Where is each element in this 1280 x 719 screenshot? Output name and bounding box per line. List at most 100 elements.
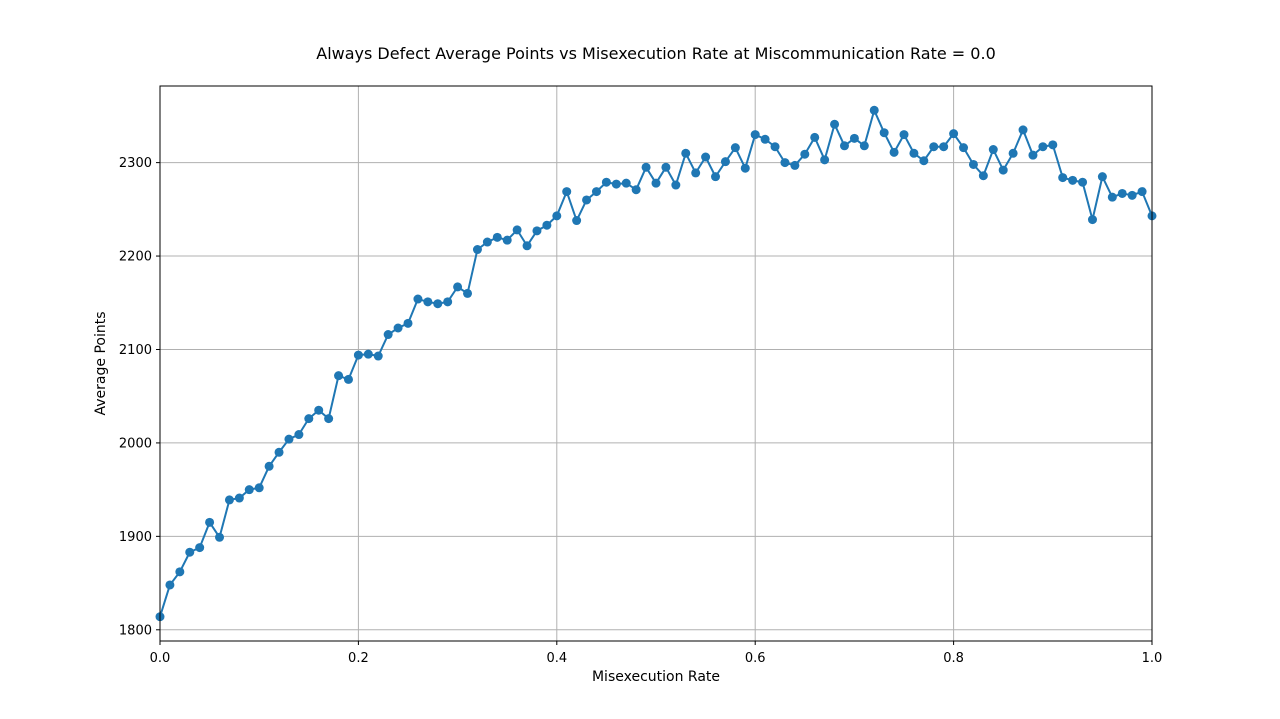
data-point: [879, 128, 889, 138]
data-point: [433, 299, 443, 309]
data-point: [740, 163, 750, 173]
data-point: [909, 148, 919, 158]
data-point: [790, 160, 800, 170]
data-point: [343, 374, 353, 384]
data-point: [572, 216, 582, 226]
data-point: [274, 447, 284, 457]
data-point: [691, 168, 701, 178]
data-point: [453, 282, 463, 292]
data-point: [492, 232, 502, 242]
data-point: [334, 371, 344, 381]
data-point: [1107, 192, 1117, 202]
data-point: [264, 461, 274, 471]
y-tick-label: 2200: [119, 250, 152, 265]
data-point: [254, 483, 264, 493]
y-tick-label: 1900: [119, 530, 152, 545]
y-tick-label: 2300: [119, 156, 152, 171]
x-tick-label: 1.0: [1142, 651, 1163, 666]
data-point: [562, 187, 572, 197]
data-point: [830, 119, 840, 129]
data-point: [869, 105, 879, 115]
data-point: [720, 157, 730, 167]
data-point: [224, 495, 234, 505]
data-point: [1058, 173, 1068, 183]
data-point: [1048, 140, 1058, 150]
data-point: [363, 349, 373, 359]
data-point: [185, 547, 195, 557]
data-point: [800, 149, 810, 159]
data-point: [472, 245, 482, 255]
data-point: [591, 187, 601, 197]
chart-title: Always Defect Average Points vs Misexecu…: [316, 44, 996, 63]
data-point: [770, 142, 780, 152]
data-point: [730, 143, 740, 153]
data-point: [611, 179, 621, 189]
data-point: [959, 143, 969, 153]
data-point: [1068, 175, 1078, 185]
data-point: [532, 226, 542, 236]
data-point: [889, 147, 899, 157]
data-point: [294, 430, 304, 440]
data-point: [988, 145, 998, 155]
data-point: [641, 162, 651, 172]
data-point: [1087, 215, 1097, 225]
data-point: [403, 318, 413, 328]
data-point: [413, 294, 423, 304]
x-tick-label: 0.6: [745, 651, 766, 666]
x-tick-label: 0.4: [546, 651, 567, 666]
data-point: [859, 141, 869, 151]
data-point: [165, 580, 175, 590]
data-point: [373, 351, 383, 361]
data-point: [582, 195, 592, 205]
data-point: [601, 177, 611, 187]
data-point: [1038, 142, 1048, 152]
data-point: [681, 148, 691, 158]
data-point: [780, 158, 790, 168]
data-point: [1078, 177, 1088, 187]
data-point: [671, 180, 681, 190]
data-point: [810, 132, 820, 142]
y-tick-label: 1800: [119, 623, 152, 638]
data-point: [542, 220, 552, 230]
data-point: [899, 130, 909, 140]
data-point: [750, 130, 760, 140]
data-point: [393, 323, 403, 333]
data-point: [324, 414, 334, 424]
data-point: [1097, 172, 1107, 182]
data-point: [968, 159, 978, 169]
data-point: [423, 297, 433, 307]
data-point: [978, 171, 988, 181]
data-point: [711, 172, 721, 182]
data-point: [443, 297, 453, 307]
data-point: [701, 152, 711, 162]
data-point: [1008, 148, 1018, 158]
data-point: [234, 493, 244, 503]
data-point: [929, 142, 939, 152]
data-point: [919, 156, 929, 166]
data-point: [820, 155, 830, 165]
data-point: [552, 211, 562, 221]
data-point: [502, 235, 512, 245]
y-tick-label: 2000: [119, 436, 152, 451]
data-point: [631, 185, 641, 195]
data-point: [1137, 187, 1147, 197]
data-point: [939, 142, 949, 152]
x-axis-label: Misexecution Rate: [592, 669, 720, 685]
data-point: [651, 178, 661, 188]
data-point: [215, 532, 225, 542]
data-point: [1127, 190, 1137, 200]
x-tick-label: 0.2: [348, 651, 369, 666]
data-series: [155, 105, 1157, 622]
data-point: [1028, 150, 1038, 160]
axis-ticks: 0.0 0.2 0.4 0.6 0.8 1.0 1800 1900 2000 2100 2200 23…: [119, 156, 1162, 666]
x-tick-label: 0.0: [150, 651, 171, 666]
y-tick-label: 2100: [119, 343, 152, 358]
data-point: [383, 330, 393, 340]
data-point: [304, 414, 314, 424]
data-point: [463, 288, 473, 298]
data-point: [949, 129, 959, 139]
data-point: [195, 543, 205, 553]
data-point: [661, 162, 671, 172]
